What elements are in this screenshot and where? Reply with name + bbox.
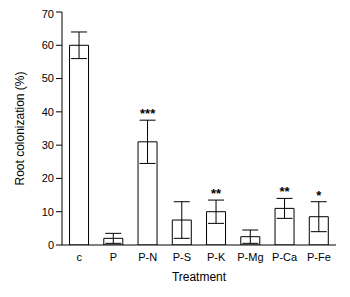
svg-text:**: **: [280, 184, 291, 199]
svg-text:50: 50: [42, 72, 54, 84]
svg-text:Root colonization (%): Root colonization (%): [13, 71, 27, 185]
svg-text:20: 20: [42, 172, 54, 184]
svg-text:Treatment: Treatment: [172, 270, 227, 284]
svg-text:P-Mg: P-Mg: [237, 251, 263, 263]
svg-text:c: c: [76, 251, 82, 263]
svg-text:P-S: P-S: [173, 251, 191, 263]
svg-text:**: **: [211, 186, 222, 201]
svg-text:P-Ca: P-Ca: [272, 251, 298, 263]
svg-text:***: ***: [140, 106, 156, 121]
svg-text:P-K: P-K: [207, 251, 226, 263]
svg-text:P-N: P-N: [138, 251, 157, 263]
svg-text:P: P: [110, 251, 117, 263]
svg-text:60: 60: [42, 39, 54, 51]
svg-text:10: 10: [42, 206, 54, 218]
svg-text:40: 40: [42, 106, 54, 118]
svg-text:30: 30: [42, 139, 54, 151]
svg-text:70: 70: [42, 8, 54, 20]
svg-text:*: *: [316, 188, 322, 203]
svg-text:0: 0: [48, 239, 54, 251]
svg-text:P-Fe: P-Fe: [307, 251, 331, 263]
